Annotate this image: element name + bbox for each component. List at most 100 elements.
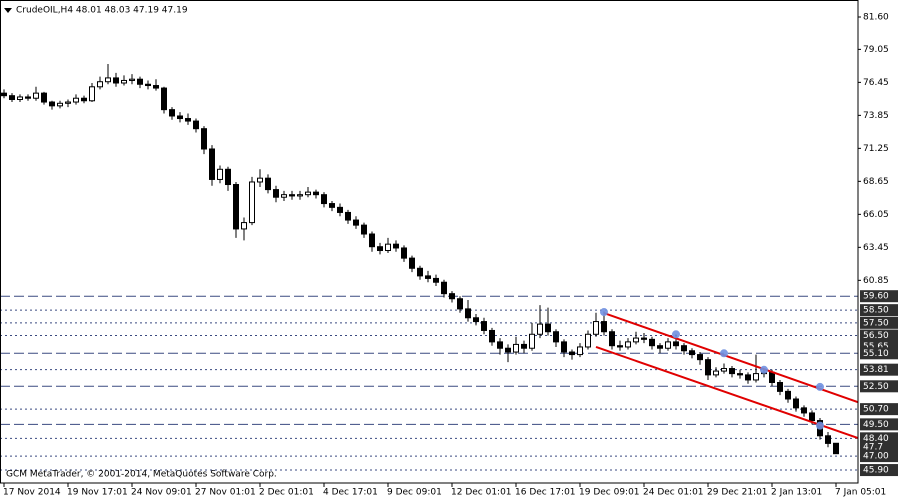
level-label: 56.50 [863,331,889,341]
touch-point [760,365,768,374]
candle-body [273,189,279,198]
candle-body [521,343,527,349]
x-tick-label: 12 Dec 01:01 [451,488,512,498]
y-tick-label: 71.25 [863,144,889,154]
candle-body [209,148,215,180]
touch-point [672,330,680,339]
title-icon [4,8,12,13]
candle-body [369,233,375,248]
y-tick-label: 68.65 [863,177,889,187]
candle-body [497,341,503,349]
candle-body [433,277,439,283]
candle-body [393,243,399,249]
candle-body [825,435,831,444]
candle-body [457,298,463,310]
touch-point [600,308,608,317]
candle-body [489,329,495,343]
candle-body [409,257,415,269]
candle-body [337,206,343,213]
candle-body [449,293,455,300]
candle-body [577,346,583,356]
candle-body [641,337,647,340]
y-tick-label: 81.60 [863,13,889,23]
y-tick-label: 79.05 [863,45,889,55]
candle-body [225,168,231,186]
x-tick-label: 17 Nov 2014 [3,488,61,498]
chart-title: CrudeOIL,H4 48.01 48.03 47.19 47.19 [16,6,188,16]
candle-body [777,381,783,392]
candle-body [689,350,695,356]
level-label: 57.50 [863,318,889,328]
x-tick-label: 29 Dec 21:01 [707,488,768,498]
level-label-box [860,290,898,303]
candle-body [721,368,727,372]
candle-body [305,191,311,196]
level-label-box [860,380,898,393]
candle-body [737,373,743,376]
candle-body [329,203,335,208]
x-tick-label: 19 Nov 17:01 [67,488,128,498]
candle-body [281,194,287,198]
candle-body [41,92,47,103]
candle-body [593,321,599,335]
level-label: 47.7 [863,443,883,453]
candle-body [545,323,551,333]
candle-body [345,211,351,221]
level-label-box [860,418,898,431]
level-label: 59.60 [863,292,889,302]
candle-body [1,92,7,97]
candle-body [473,317,479,323]
candle-body [25,96,31,99]
candle-body [49,101,55,107]
candle-body [145,83,151,87]
level-label: 55.10 [863,349,889,359]
candle-body [649,338,655,347]
candle-body [121,79,127,84]
candle-body [785,390,791,400]
candle-body [241,222,247,230]
level-label-box [860,403,898,416]
candle-body [137,78,143,85]
level-label: 55.65 [863,342,889,352]
level-label-box [860,347,898,360]
candle-body [9,95,15,100]
candle-body [753,373,759,381]
candle-body [33,92,39,99]
level-label: 52.50 [863,382,889,392]
candle-body [585,333,591,348]
level-label: 53.81 [863,365,889,375]
candle-body [561,341,567,353]
candle-body [321,194,327,205]
level-label-box [860,304,898,317]
footer: GCM MetaTrader, © 2001-2014, MetaQuotes … [6,470,277,480]
candle-body [425,275,431,279]
touch-point [816,421,824,430]
level-label: 49.50 [863,420,889,430]
candle-body [809,412,815,422]
candle-body [153,85,159,89]
x-tick-label: 2 Dec 01:01 [259,488,314,498]
candle-body [417,267,423,277]
candle-body [97,81,103,88]
level-label-box [860,329,898,342]
level-label: 50.70 [863,405,889,415]
candle-body [713,370,719,376]
level-label-box [860,464,898,477]
candle-body [81,97,87,102]
level-label-box [860,363,898,376]
plot-frame [0,0,859,484]
levels [0,295,858,471]
level-label-box [860,450,898,463]
y-tick-label: 66.05 [863,210,889,220]
candle-body [129,78,135,81]
candle-body [297,194,303,197]
candle-body [537,323,543,335]
candle-body [313,191,319,196]
candle-body [201,128,207,150]
candle-body [249,181,255,224]
x-tick-label: 9 Dec 09:01 [387,488,442,498]
candle-body [401,247,407,259]
